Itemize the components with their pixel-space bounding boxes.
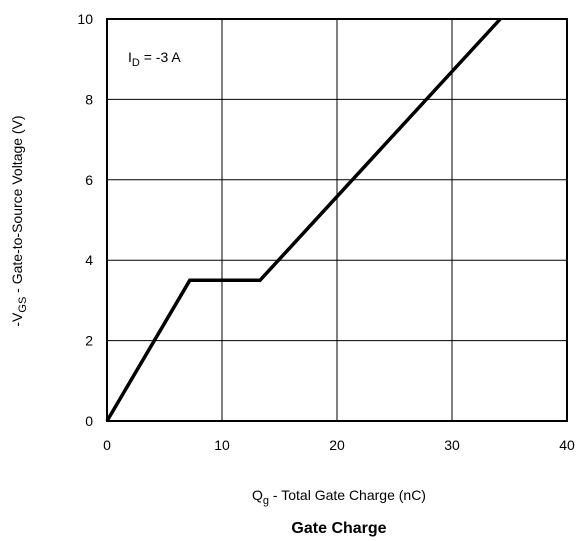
y-tick-label: 8 (85, 91, 93, 107)
x-tick-label: 40 (559, 437, 575, 453)
x-axis-ticks: 0 10 20 30 40 (103, 437, 575, 453)
y-tick-label: 10 (77, 11, 93, 27)
x-tick-label: 20 (329, 437, 345, 453)
y-tick-label: 6 (85, 172, 93, 188)
x-tick-label: 0 (103, 437, 111, 453)
y-axis-label: -VGS - Gate-to-Source Voltage (V) (9, 115, 29, 326)
series-line (105, 17, 502, 422)
plot-area-frame (106, 18, 568, 422)
y-tick-label: 0 (85, 413, 93, 429)
x-tick-label: 30 (444, 437, 460, 453)
drain-current-annotation: ID = -3 A (128, 49, 181, 69)
chart-title: Gate Charge (291, 520, 386, 537)
y-axis-ticks: 0 2 4 6 8 10 (77, 11, 93, 429)
y-tick-label: 4 (85, 252, 93, 268)
x-axis-label: Qg - Total Gate Charge (nC) (252, 487, 426, 507)
grid-lines (107, 19, 567, 421)
y-tick-label: 2 (85, 333, 93, 349)
x-tick-label: 10 (214, 437, 230, 453)
